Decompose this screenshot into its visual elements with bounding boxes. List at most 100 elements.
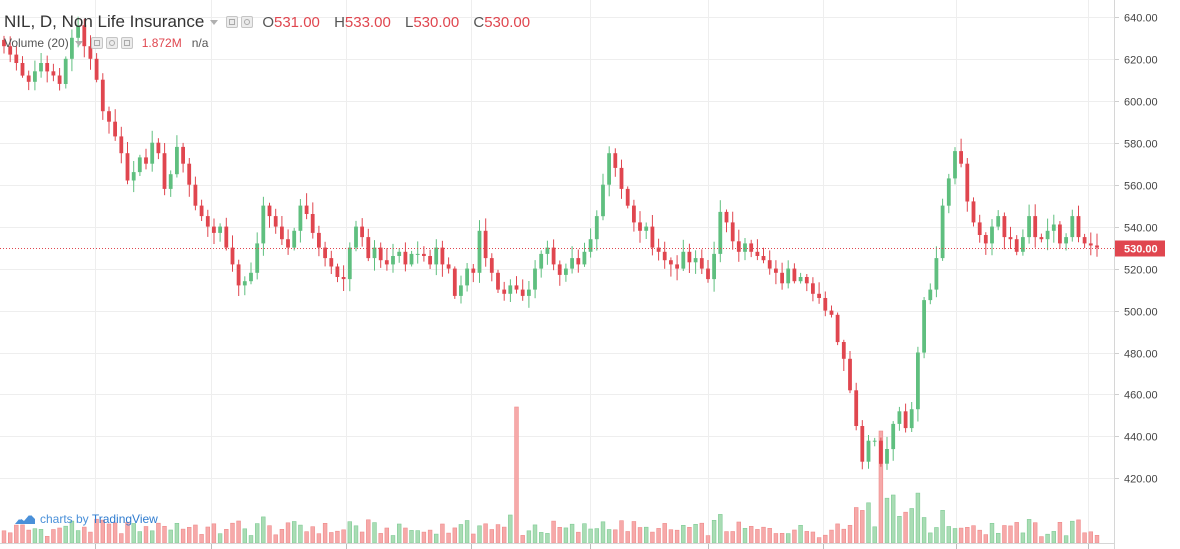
candle-body: [736, 241, 741, 252]
price-tick-label: 520.00: [1124, 265, 1158, 277]
volume-bar: [903, 511, 908, 544]
volume-bar: [681, 524, 686, 544]
candle-body: [1064, 237, 1068, 244]
brand-prefix: charts by: [40, 512, 92, 526]
candle-body: [1051, 224, 1056, 231]
candle-body: [428, 256, 432, 265]
volume-bar: [174, 522, 180, 544]
candle-body: [1033, 216, 1038, 238]
volume-bar: [853, 507, 859, 544]
candle-body: [545, 247, 550, 254]
candle-body: [1076, 216, 1081, 238]
candle-body: [570, 258, 574, 269]
candle-body: [1088, 243, 1093, 246]
candle-body: [1058, 224, 1062, 244]
candle-body: [990, 226, 994, 244]
settings-gear-icon[interactable]: [241, 16, 254, 28]
low-value: 530.00: [413, 13, 460, 31]
volume-bar: [14, 524, 19, 544]
price-tick-label: 580.00: [1124, 139, 1158, 151]
volume-bar: [1094, 534, 1100, 544]
candle-body: [70, 37, 74, 59]
volume-bar: [205, 526, 210, 544]
volume-bar: [384, 527, 389, 544]
volume-bar: [810, 531, 816, 544]
candle-body: [533, 268, 537, 290]
candle-body: [786, 268, 791, 284]
candle-body: [656, 247, 661, 252]
volume-bar: [872, 526, 877, 544]
price-tick-label: 460.00: [1124, 390, 1158, 402]
volume-bar: [304, 531, 309, 544]
candle-body: [119, 136, 124, 154]
candle-body: [662, 251, 667, 261]
candle-body: [804, 277, 809, 284]
candle-body: [594, 216, 599, 240]
volume-bar: [162, 525, 167, 544]
volume-bar: [582, 523, 587, 544]
candle-body: [1070, 216, 1075, 238]
candle-body: [261, 205, 266, 244]
price-tick-label: 440.00: [1124, 432, 1158, 444]
volume-bar: [965, 526, 970, 544]
chevron-down-icon[interactable]: [210, 19, 219, 25]
volume-bar: [1070, 520, 1075, 544]
candle-body: [409, 253, 414, 265]
tradingview-brand[interactable]: charts by TradingView: [14, 511, 158, 527]
volume-bar: [909, 508, 914, 544]
candle-body: [829, 310, 834, 315]
volume-bar: [514, 406, 519, 544]
volume-bar: [298, 524, 303, 544]
volume-bar: [711, 519, 717, 544]
candle-body: [267, 205, 272, 217]
candle-body: [650, 226, 655, 248]
candle-body: [607, 153, 611, 185]
volume-bar: [489, 529, 494, 544]
volume-bar: [687, 526, 692, 544]
candle-body: [125, 153, 130, 181]
volume-bar: [279, 528, 285, 544]
candle-body: [168, 174, 173, 189]
volume-bar: [446, 532, 451, 544]
candle-body: [378, 247, 383, 261]
candle-body: [934, 258, 939, 290]
volume-bar: [884, 497, 890, 544]
volume-bar: [335, 530, 340, 544]
volume-eye-icon[interactable]: [90, 37, 103, 49]
candle-body: [88, 46, 93, 59]
volume-settings-icon[interactable]: [105, 37, 118, 49]
volume-bar: [532, 524, 538, 544]
candle-body: [897, 411, 902, 424]
volume-bar: [1051, 531, 1057, 544]
candlesticks: [2, 16, 1099, 470]
volume-bar: [785, 533, 791, 544]
price-axis[interactable]: 420.00 440.00 460.00 480.00 500.00 520.00 540.…: [0, 13, 1165, 549]
volume-bar: [792, 529, 797, 544]
volume-bar: [643, 526, 649, 544]
volume-bar: [946, 526, 952, 544]
volume-bar: [8, 532, 13, 544]
candle-body: [236, 264, 241, 286]
volume-bar: [180, 528, 186, 544]
volume-bar: [248, 535, 254, 544]
candle-body: [885, 449, 889, 464]
volume-bar: [1076, 519, 1081, 544]
candle-body: [699, 258, 704, 269]
volume-label[interactable]: Volume (20): [4, 36, 69, 50]
volume-bar: [606, 529, 612, 544]
candle-body: [8, 46, 13, 55]
volume-bar: [526, 530, 532, 544]
volume-chevron-down-icon[interactable]: [74, 40, 83, 46]
candle-body: [811, 283, 815, 294]
volume-bar: [51, 529, 56, 544]
volume-close-icon[interactable]: [120, 37, 133, 49]
candle-body: [459, 285, 463, 296]
symbol-title[interactable]: NIL, D, Non Life Insurance: [4, 12, 205, 31]
candle-body: [632, 205, 636, 223]
candle-body: [452, 268, 457, 296]
candle-body: [619, 167, 624, 189]
eye-toggle-icon[interactable]: [226, 16, 239, 28]
volume-bar: [934, 527, 939, 544]
candle-body: [144, 157, 148, 164]
